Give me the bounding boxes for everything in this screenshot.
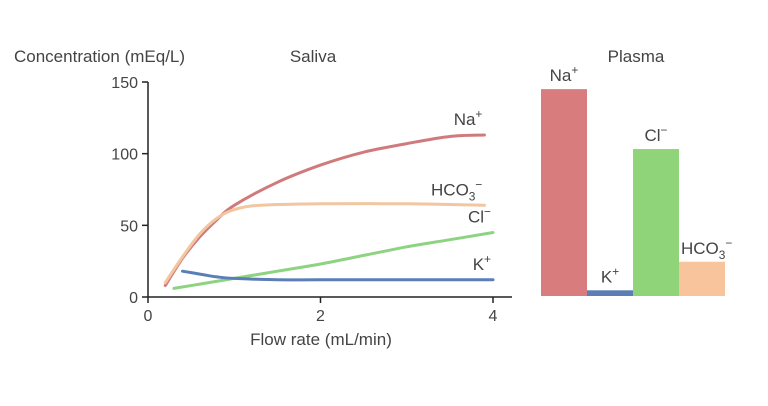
bar-hco [679,261,725,296]
y-tick-label: 50 [120,218,138,235]
bar-label-na: Na+ [550,63,579,85]
saliva-lines [163,133,495,290]
plasma-bars [541,89,725,296]
bar-cl [633,149,679,296]
saliva-line-labels: Na+ HCO3−Cl− K+ [431,107,491,274]
y-tick-label: 100 [111,147,138,164]
bar-na [541,89,587,296]
x-ticks: 0 2 4 [144,297,498,325]
line-label-na: Na+ [454,107,483,129]
x-tick-label: 2 [316,308,325,325]
bar-k [587,290,633,296]
bar-label-k: K+ [601,264,619,286]
line-na [163,133,486,287]
saliva-title: Saliva [290,47,337,66]
bar-label-hco: HCO3− [681,236,732,262]
line-label-hco: HCO3− [431,177,482,203]
line-label-k: K+ [473,252,491,274]
y-tick-label: 150 [111,75,138,92]
x-tick-label: 0 [144,308,153,325]
y-axis-label: Concentration (mEq/L) [14,47,185,66]
bar-label-cl: Cl− [644,123,667,145]
line-label-cl: Cl− [468,205,491,227]
y-ticks: 0 50 100 150 [111,75,148,307]
line-k [181,269,495,282]
y-tick-label: 0 [129,290,138,307]
x-axis-label: Flow rate (mL/min) [250,330,392,349]
line-hco [163,202,486,285]
plasma-title: Plasma [608,47,665,66]
plasma-bar-labels: Na+ K+ Cl− HCO3− [550,63,733,286]
line-cl [172,231,495,290]
x-tick-label: 4 [489,308,498,325]
